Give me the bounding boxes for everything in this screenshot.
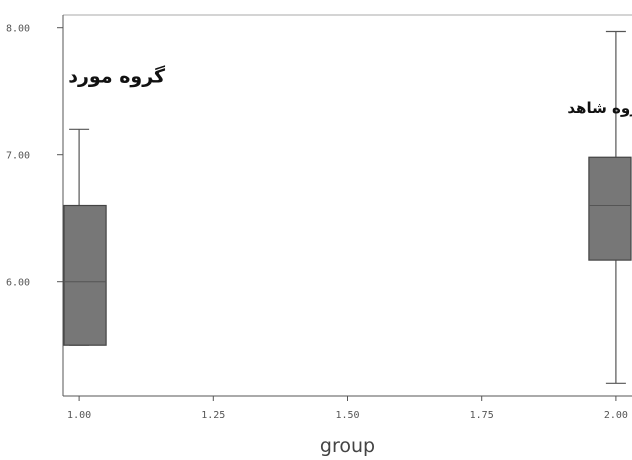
box-1 [63, 128, 107, 346]
y-tick-label: 6.00 [6, 278, 30, 289]
y-tick-label: 7.00 [6, 151, 30, 162]
boxes [63, 30, 632, 384]
x-tick-label: 1.50 [335, 410, 359, 421]
x-tick-label: 1.25 [201, 410, 225, 421]
box-2 [588, 30, 632, 384]
x-axis-label: group [320, 435, 375, 457]
box-iqr [588, 156, 632, 261]
annotations: گروه مورد گروه شاهد [68, 64, 632, 116]
annotation-1: گروه مورد [68, 64, 166, 87]
x-tick-label: 1.75 [470, 410, 494, 421]
box-iqr [63, 204, 107, 346]
y-tick-label: 8.00 [6, 24, 30, 35]
x-tick-label: 1.00 [67, 410, 91, 421]
annotation-2: گروه شاهد [567, 99, 632, 117]
x-tick-label: 2.00 [604, 410, 628, 421]
ticks: 6.00 7.00 8.00 1.00 1.25 1.50 1.75 2.00 [6, 24, 628, 421]
